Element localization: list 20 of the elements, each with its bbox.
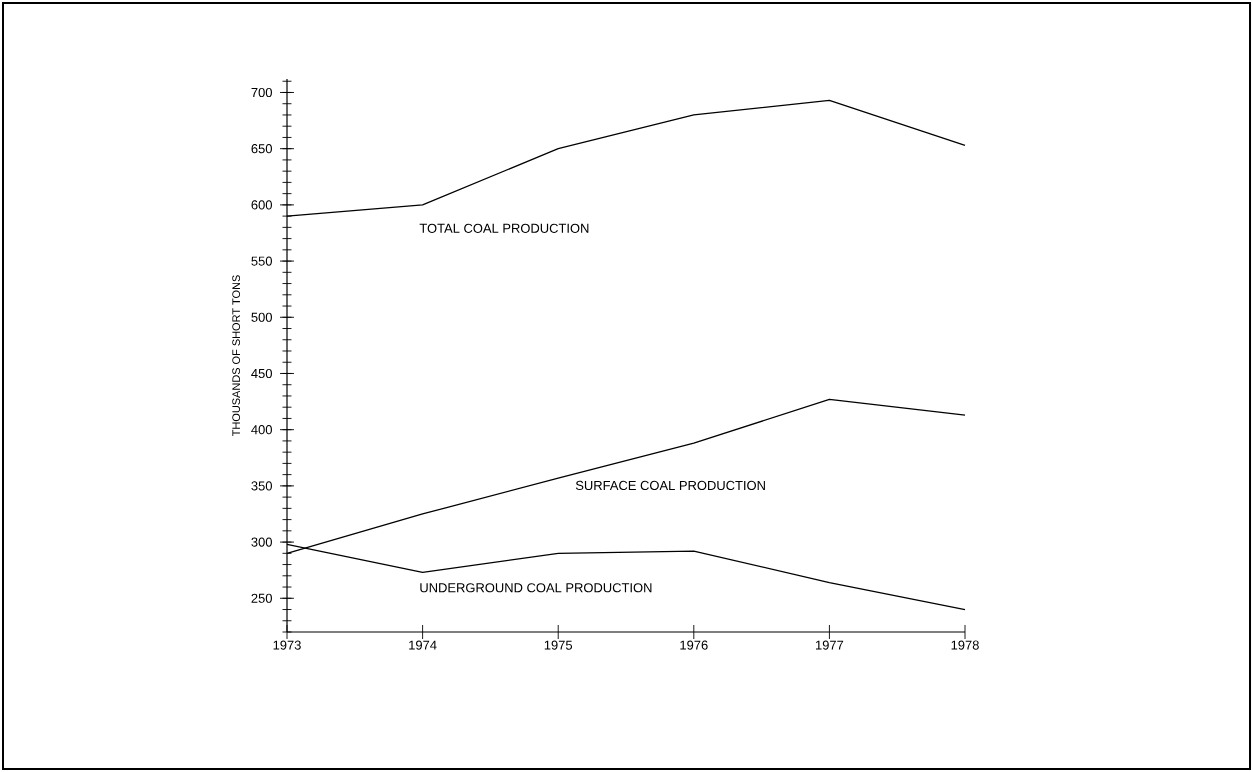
y-tick-label: 350 <box>251 481 272 491</box>
y-tick-label: 400 <box>251 425 272 435</box>
y-tick-label: 600 <box>251 200 272 210</box>
x-tick-label: 1976 <box>680 640 708 650</box>
y-tick-label: 450 <box>251 368 272 379</box>
series-label: UNDERGROUND COAL PRODUCTION <box>420 583 652 593</box>
x-tick-label: 1978 <box>951 640 979 650</box>
y-axis-title: THOUSANDS OF SHORT TONS <box>232 275 241 437</box>
x-tick-label: 1973 <box>273 640 301 650</box>
series-label: SURFACE COAL PRODUCTION <box>575 480 765 491</box>
x-tick-label: 1974 <box>409 640 437 650</box>
y-tick-label: 250 <box>251 593 272 603</box>
y-tick-label: 300 <box>251 537 272 547</box>
y-tick-label: 650 <box>251 144 272 154</box>
series-label: TOTAL COAL PRODUCTION <box>419 223 589 233</box>
x-tick-label: 1975 <box>544 640 573 650</box>
y-tick-label: 500 <box>251 312 272 322</box>
y-tick-label: 700 <box>251 87 272 98</box>
x-tick-label: 1977 <box>815 640 844 650</box>
y-tick-label: 550 <box>251 256 272 266</box>
